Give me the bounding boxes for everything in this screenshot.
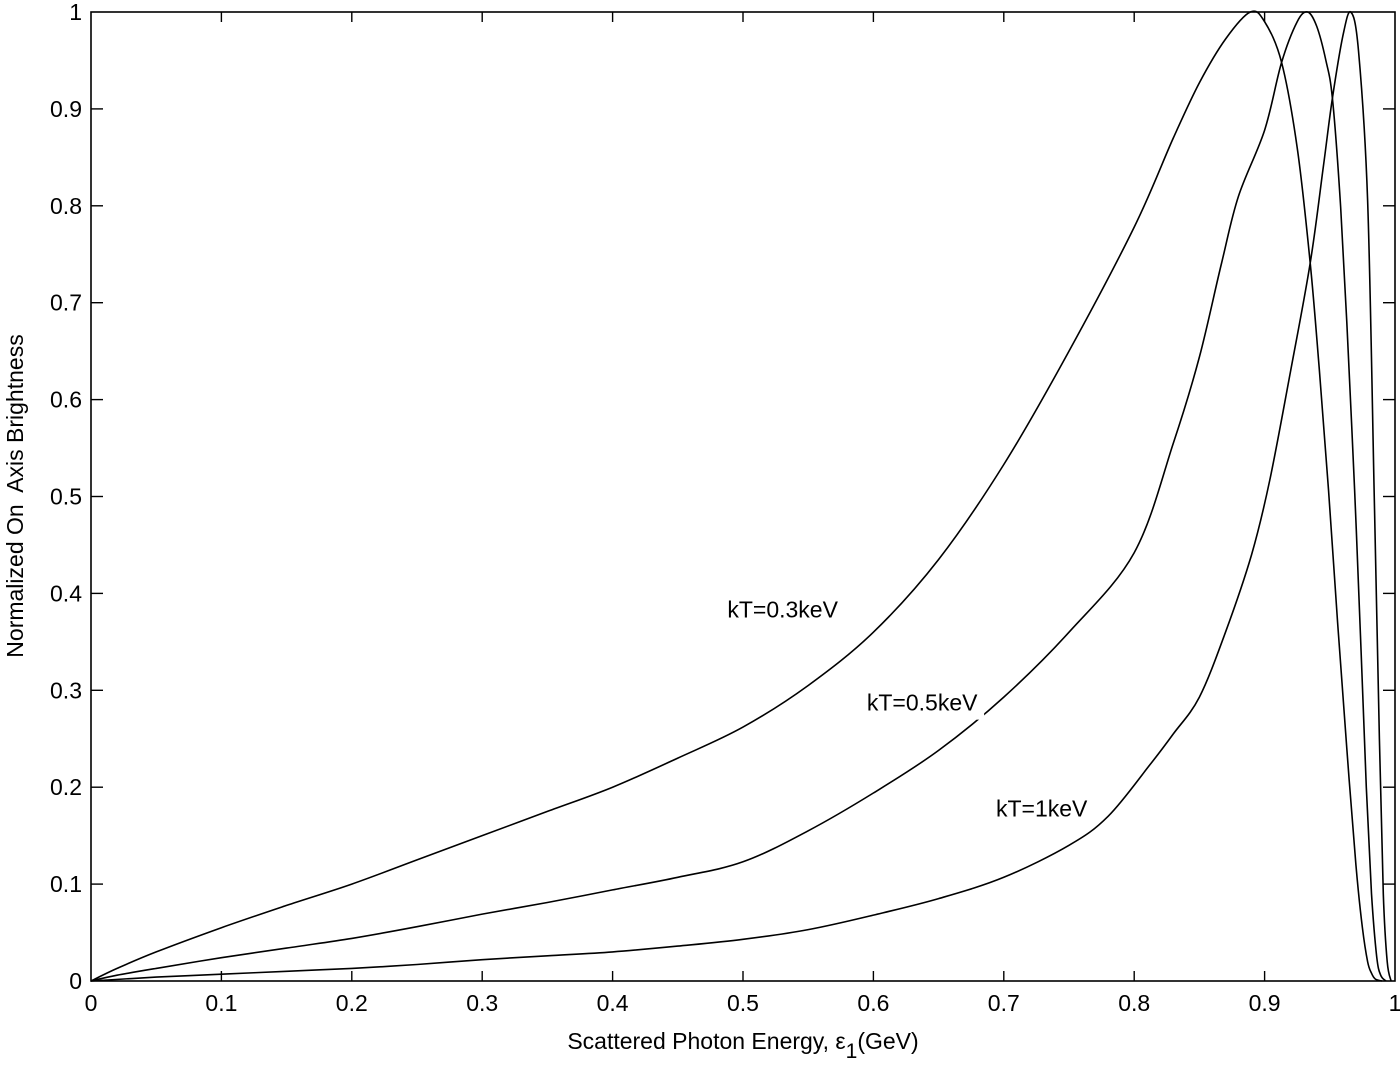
y-tick-label: 0 bbox=[69, 968, 82, 994]
plot-curves bbox=[90, 10, 1392, 982]
y-tick-label: 0.6 bbox=[50, 387, 82, 413]
x-tick-label: 0.1 bbox=[205, 990, 237, 1016]
x-tick-label: 0.7 bbox=[988, 990, 1020, 1016]
series-label-text: kT=0.5keV bbox=[867, 690, 978, 716]
x-axis-title-subscript: 1 bbox=[846, 1040, 858, 1063]
y-tick-label: 0.3 bbox=[50, 677, 82, 703]
x-tick-label: 0.8 bbox=[1118, 990, 1150, 1016]
x-tick-label: 1 bbox=[1389, 990, 1400, 1016]
x-tick-label: 0.5 bbox=[727, 990, 759, 1016]
x-axis-title-main: Scattered Photon Energy, ε bbox=[567, 1028, 845, 1054]
y-axis-ticks: 0 0.1 0.2 0.3 0.4 0.5 0.6 0.7 0.8 0.9 1 bbox=[50, 0, 1395, 994]
series-label-text: kT=1keV bbox=[996, 795, 1088, 821]
y-tick-label: 0.8 bbox=[50, 193, 82, 219]
series-label-0: kT=0.3keV bbox=[721, 592, 845, 627]
x-axis-title: Scattered Photon Energy, ε1(GeV) bbox=[567, 1028, 918, 1063]
y-tick-label: 0.7 bbox=[50, 290, 82, 316]
y-tick-label: 0.2 bbox=[50, 774, 82, 800]
x-tick-label: 0.6 bbox=[857, 990, 889, 1016]
y-tick-label: 1 bbox=[69, 0, 82, 25]
series-labels: kT=0.3keV kT=0.5keV kT=1keV bbox=[721, 592, 1095, 826]
x-axis-ticks: 0 0.1 0.2 0.3 0.4 0.5 0.6 0.7 0.8 0.9 1 bbox=[85, 12, 1400, 1016]
y-tick-label: 0.1 bbox=[50, 871, 82, 897]
x-tick-label: 0.4 bbox=[597, 990, 629, 1016]
x-tick-label: 0.3 bbox=[466, 990, 498, 1016]
x-tick-label: 0.9 bbox=[1249, 990, 1281, 1016]
x-axis-title-unit: (GeV) bbox=[857, 1028, 918, 1054]
series-label-text: kT=0.3keV bbox=[727, 597, 838, 623]
y-axis-title: Normalized On Axis Brightness bbox=[2, 334, 28, 657]
series-label-1: kT=0.5keV bbox=[860, 685, 985, 720]
y-tick-label: 0.4 bbox=[50, 580, 82, 606]
y-tick-label: 0.9 bbox=[50, 96, 82, 122]
x-tick-label: 0.2 bbox=[336, 990, 368, 1016]
y-tick-label: 0.5 bbox=[50, 484, 82, 510]
x-tick-label: 0 bbox=[85, 990, 98, 1016]
series-curve-0 bbox=[90, 10, 1383, 982]
series-label-2: kT=1keV bbox=[989, 791, 1095, 826]
series-curve-2 bbox=[90, 10, 1392, 982]
series-curve-1 bbox=[90, 11, 1387, 982]
